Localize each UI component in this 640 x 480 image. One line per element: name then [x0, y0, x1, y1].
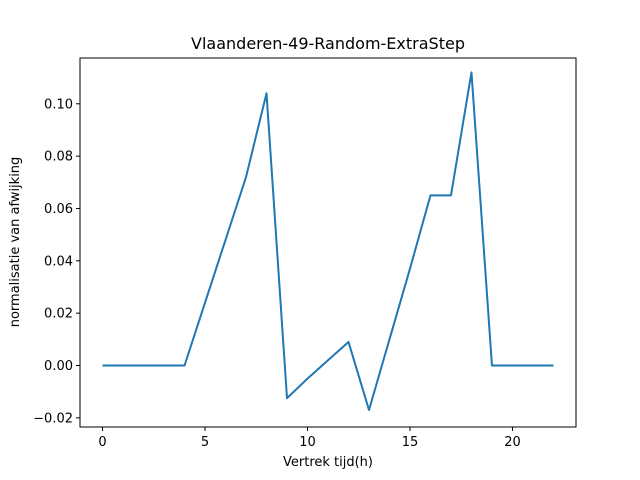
plot-series	[102, 71, 554, 411]
y-tick-label: 0.04	[44, 254, 73, 269]
y-tick-label: −0.02	[33, 411, 73, 426]
x-tick-label: 10	[299, 435, 316, 450]
plot-frame	[79, 57, 577, 428]
chart-title: Vlaanderen-49-Random-ExtraStep	[191, 34, 465, 53]
x-tick-label: 20	[504, 435, 521, 450]
x-tick-label: 5	[201, 435, 209, 450]
y-tick-label: 0.06	[44, 202, 73, 217]
x-tick-label: 15	[402, 435, 419, 450]
y-tick-label: 0.00	[44, 359, 73, 374]
y-axis-label: normalisatie van afwijking	[8, 157, 23, 328]
y-tick-label: 0.10	[44, 97, 73, 112]
x-axis: 0 5 10 15 20	[98, 427, 521, 450]
x-tick-label: 0	[98, 435, 106, 450]
y-tick-label: 0.02	[44, 307, 73, 322]
y-axis: −0.02 0.00 0.02 0.04 0.06 0.08 0.10	[33, 97, 80, 426]
x-axis-label: Vertrek tijd(h)	[283, 455, 373, 470]
y-tick-label: 0.08	[44, 150, 73, 165]
